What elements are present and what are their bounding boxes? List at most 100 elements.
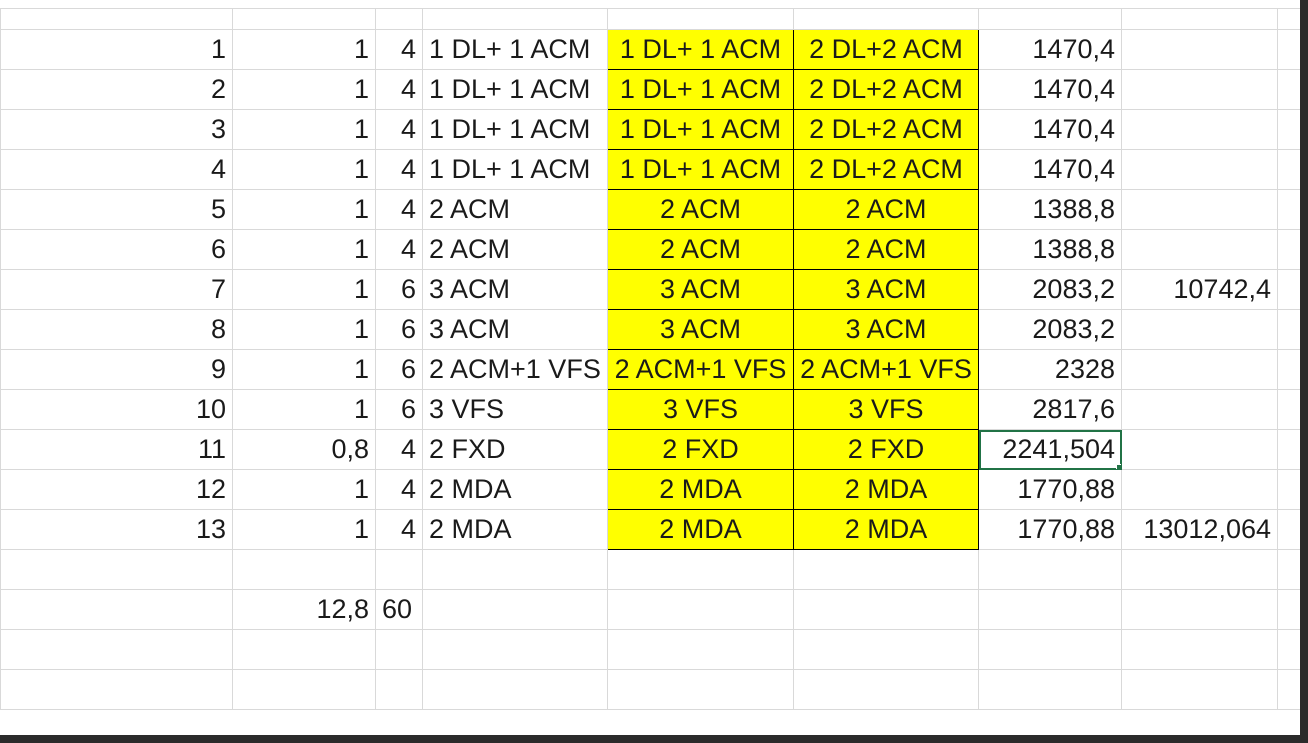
cell-config-highlight[interactable]: 2 MDA (607, 469, 794, 510)
cell-config-double[interactable]: 2 ACM+1 VFS (793, 349, 979, 390)
cell[interactable] (1277, 69, 1301, 110)
cell[interactable] (0, 629, 233, 670)
cell-config-highlight[interactable]: 2 MDA (607, 509, 794, 550)
cell[interactable] (1121, 8, 1278, 30)
cell-config-double[interactable]: 2 ACM (793, 229, 979, 270)
cell-subtotal[interactable] (1121, 429, 1278, 470)
cell[interactable] (1121, 629, 1278, 670)
cell-subtotal[interactable] (1121, 229, 1278, 270)
cell[interactable] (1277, 229, 1301, 270)
cell[interactable] (607, 8, 794, 30)
cell-index[interactable]: 8 (0, 309, 233, 350)
cell-value-selected[interactable]: 2241,504 (978, 429, 1122, 470)
cell-config-double[interactable]: 2 MDA (793, 509, 979, 550)
cell-factor[interactable]: 1 (232, 69, 376, 110)
cell-count[interactable]: 6 (375, 269, 423, 310)
cell-config[interactable]: 2 FXD (422, 429, 608, 470)
cell[interactable] (1277, 269, 1301, 310)
cell-config-double[interactable]: 2 DL+2 ACM (793, 109, 979, 150)
cell-index[interactable]: 5 (0, 189, 233, 230)
cell-index[interactable]: 11 (0, 429, 233, 470)
cell-config-highlight[interactable]: 2 ACM (607, 229, 794, 270)
cell-config-highlight[interactable]: 1 DL+ 1 ACM (607, 149, 794, 190)
cell-count[interactable]: 4 (375, 469, 423, 510)
cell[interactable] (1277, 429, 1301, 470)
cell-config-double[interactable]: 2 DL+2 ACM (793, 149, 979, 190)
cell[interactable] (793, 629, 979, 670)
cell[interactable] (0, 669, 233, 710)
cell-config-double[interactable]: 2 DL+2 ACM (793, 29, 979, 70)
cell[interactable] (422, 8, 608, 30)
cell[interactable] (1121, 589, 1278, 630)
cell[interactable] (1277, 29, 1301, 70)
cell[interactable] (422, 669, 608, 710)
cell[interactable] (607, 629, 794, 670)
cell-index[interactable]: 12 (0, 469, 233, 510)
cell[interactable] (607, 589, 794, 630)
cell-count[interactable]: 4 (375, 69, 423, 110)
cell[interactable] (793, 549, 979, 590)
cell[interactable] (1277, 349, 1301, 390)
cell-config-highlight[interactable]: 1 DL+ 1 ACM (607, 69, 794, 110)
cell-subtotal[interactable] (1121, 309, 1278, 350)
cell[interactable] (978, 669, 1122, 710)
cell-subtotal[interactable] (1121, 69, 1278, 110)
cell-factor[interactable]: 0,8 (232, 429, 376, 470)
cell-factor[interactable]: 1 (232, 309, 376, 350)
cell[interactable] (978, 549, 1122, 590)
cell[interactable] (1277, 389, 1301, 430)
cell-config[interactable]: 1 DL+ 1 ACM (422, 109, 608, 150)
cell-factor[interactable]: 1 (232, 469, 376, 510)
cell[interactable] (607, 549, 794, 590)
cell-value[interactable]: 1388,8 (978, 189, 1122, 230)
cell-config[interactable]: 2 ACM (422, 229, 608, 270)
cell-config[interactable]: 3 VFS (422, 389, 608, 430)
cell-index[interactable]: 2 (0, 69, 233, 110)
cell-subtotal[interactable] (1121, 389, 1278, 430)
cell-factor[interactable]: 1 (232, 29, 376, 70)
cell-config-double[interactable]: 2 ACM (793, 189, 979, 230)
cell[interactable] (1277, 189, 1301, 230)
cell-count[interactable]: 6 (375, 309, 423, 350)
cell[interactable] (793, 669, 979, 710)
cell-subtotal[interactable] (1121, 149, 1278, 190)
cell-config[interactable]: 2 ACM (422, 189, 608, 230)
cell[interactable] (375, 669, 423, 710)
cell-config[interactable]: 1 DL+ 1 ACM (422, 69, 608, 110)
cell[interactable] (0, 589, 233, 630)
cell-config[interactable]: 2 ACM+1 VFS (422, 349, 608, 390)
cell-count[interactable]: 4 (375, 229, 423, 270)
cell-count[interactable]: 4 (375, 109, 423, 150)
cell[interactable] (375, 8, 423, 30)
cell-value[interactable]: 1470,4 (978, 29, 1122, 70)
cell-config-double[interactable]: 2 FXD (793, 429, 979, 470)
cell-config-highlight[interactable]: 2 ACM (607, 189, 794, 230)
cell-subtotal[interactable]: 10742,4 (1121, 269, 1278, 310)
cell-config-highlight[interactable]: 3 VFS (607, 389, 794, 430)
cell-index[interactable]: 3 (0, 109, 233, 150)
cell-config-double[interactable]: 3 ACM (793, 269, 979, 310)
cell[interactable] (422, 589, 608, 630)
cell[interactable] (375, 629, 423, 670)
cell[interactable] (1277, 509, 1301, 550)
cell[interactable] (1277, 629, 1301, 670)
cell-total-factor[interactable]: 12,8 (232, 589, 376, 630)
cell-config[interactable]: 3 ACM (422, 269, 608, 310)
cell[interactable] (232, 8, 376, 30)
cell-value[interactable]: 1470,4 (978, 149, 1122, 190)
cell-factor[interactable]: 1 (232, 509, 376, 550)
cell[interactable] (375, 549, 423, 590)
cell-factor[interactable]: 1 (232, 269, 376, 310)
cell-index[interactable]: 10 (0, 389, 233, 430)
cell-count[interactable]: 4 (375, 429, 423, 470)
cell-subtotal[interactable] (1121, 349, 1278, 390)
cell-value[interactable]: 2083,2 (978, 309, 1122, 350)
cell-value[interactable]: 1388,8 (978, 229, 1122, 270)
cell-config-highlight[interactable]: 2 ACM+1 VFS (607, 349, 794, 390)
cell-value[interactable]: 2083,2 (978, 269, 1122, 310)
cell-index[interactable]: 4 (0, 149, 233, 190)
cell[interactable] (1277, 589, 1301, 630)
cell-config-double[interactable]: 2 DL+2 ACM (793, 69, 979, 110)
cell-index[interactable]: 7 (0, 269, 233, 310)
cell-config-highlight[interactable]: 3 ACM (607, 269, 794, 310)
